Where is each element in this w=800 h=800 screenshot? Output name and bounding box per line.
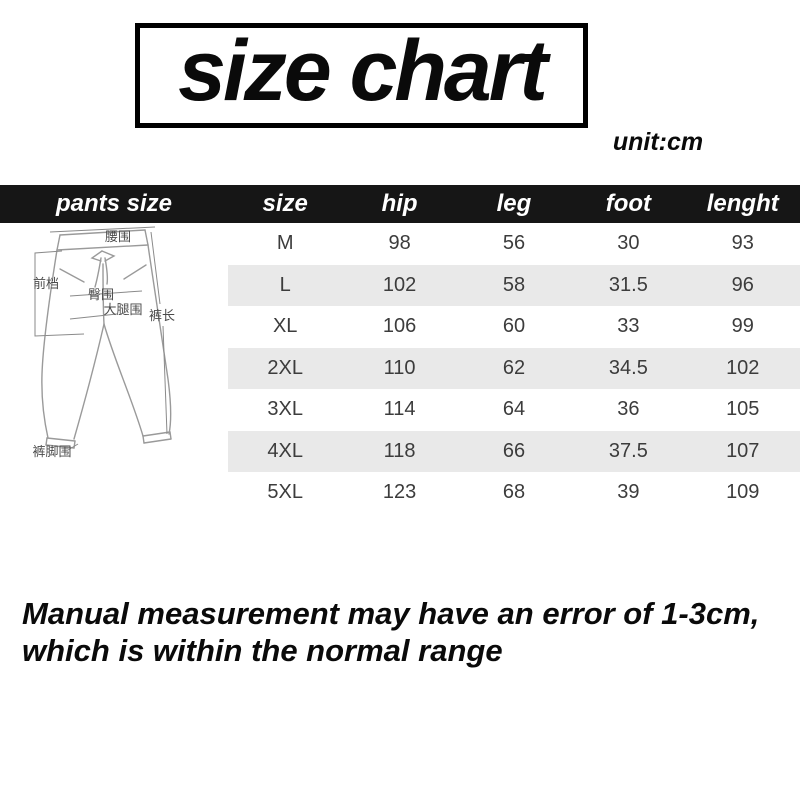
table-row-m: M 98 56 30 93	[228, 223, 800, 265]
table-row-l: L 102 58 31.5 96	[228, 264, 800, 306]
table-row-xl: XL 106 60 33 99	[228, 306, 800, 348]
lenght-cell: 102	[726, 356, 760, 379]
lenght-cell: 105	[726, 398, 760, 421]
table-row-4xl: 4XL 118 66 37.5 107	[228, 430, 800, 472]
leg-opening-label: 裤脚围	[32, 444, 71, 459]
header-cell-hip: hip	[381, 190, 418, 217]
unit-label: unit:cm	[612, 128, 704, 156]
table-row-3xl: 3XL 114 64 36 105	[228, 389, 800, 431]
lenght-cell: 93	[731, 232, 754, 255]
size-cell: 2XL	[267, 356, 303, 379]
pants-diagram: 腰围 前档 臀围 大腿围 裤长 裤脚围	[22, 224, 234, 476]
table-row-5xl: 5XL 123 68 39 109	[228, 472, 800, 514]
lenght-cell: 99	[731, 315, 754, 338]
size-cell: M	[276, 232, 294, 255]
measurement-note-line1: Manual measurement may have an error of …	[22, 596, 760, 631]
foot-cell: 37.5	[608, 439, 648, 462]
size-cell: XL	[272, 315, 298, 338]
header-cell-pants-size: pants size	[55, 190, 173, 217]
leg-cell: 56	[502, 232, 526, 255]
table-header-row: pants size size hip leg foot lenght	[0, 185, 800, 223]
leg-cell: 68	[502, 481, 526, 504]
header-cell-lenght: lenght	[706, 190, 779, 217]
size-cell: 4XL	[267, 439, 303, 462]
hip-cell: 110	[383, 356, 416, 379]
hip-cell: 118	[383, 439, 416, 462]
title-box: size chart	[135, 23, 588, 128]
hip-cell: 123	[382, 481, 417, 504]
foot-cell: 36	[617, 398, 640, 421]
hip-cell: 98	[388, 232, 411, 255]
foot-cell: 30	[617, 232, 640, 255]
size-cell: 3XL	[267, 398, 303, 421]
foot-cell: 34.5	[608, 356, 648, 379]
lenght-cell: 107	[726, 439, 760, 462]
length-label: 裤长	[149, 308, 175, 323]
header-cell-leg: leg	[496, 190, 532, 217]
front-rise-label: 前档	[33, 276, 59, 291]
waist-label: 腰围	[105, 229, 131, 244]
hip-label: 臀围	[88, 287, 114, 302]
leg-cell: 58	[502, 273, 526, 296]
lenght-cell: 96	[731, 273, 754, 296]
foot-cell: 33	[617, 315, 640, 338]
leg-cell: 62	[502, 356, 526, 379]
pants-illustration: 腰围 前档 臀围 大腿围 裤长 裤脚围	[32, 226, 175, 459]
header-cell-size: size	[262, 190, 308, 217]
foot-cell: 39	[617, 481, 640, 504]
header-cell-foot: foot	[605, 190, 652, 217]
thigh-label: 大腿围	[103, 302, 142, 317]
measurement-note: Manual measurement may have an error of …	[22, 596, 792, 669]
leg-cell: 66	[502, 439, 526, 462]
page-title: size chart	[178, 23, 548, 119]
size-table-body: M 98 56 30 93 L 102 58 31.5 96 XL 106 60…	[0, 223, 800, 514]
leg-cell: 60	[502, 315, 526, 338]
size-cell: 5XL	[267, 481, 303, 504]
hip-cell: 114	[383, 398, 416, 421]
lenght-cell: 109	[726, 481, 760, 504]
hip-cell: 102	[382, 273, 417, 296]
leg-cell: 64	[502, 398, 526, 421]
size-cell: L	[279, 273, 291, 296]
table-row-2xl: 2XL 110 62 34.5 102	[228, 347, 800, 389]
hip-cell: 106	[382, 315, 417, 338]
foot-cell: 31.5	[608, 273, 648, 296]
measurement-note-line2: which is within the normal range	[22, 632, 503, 668]
